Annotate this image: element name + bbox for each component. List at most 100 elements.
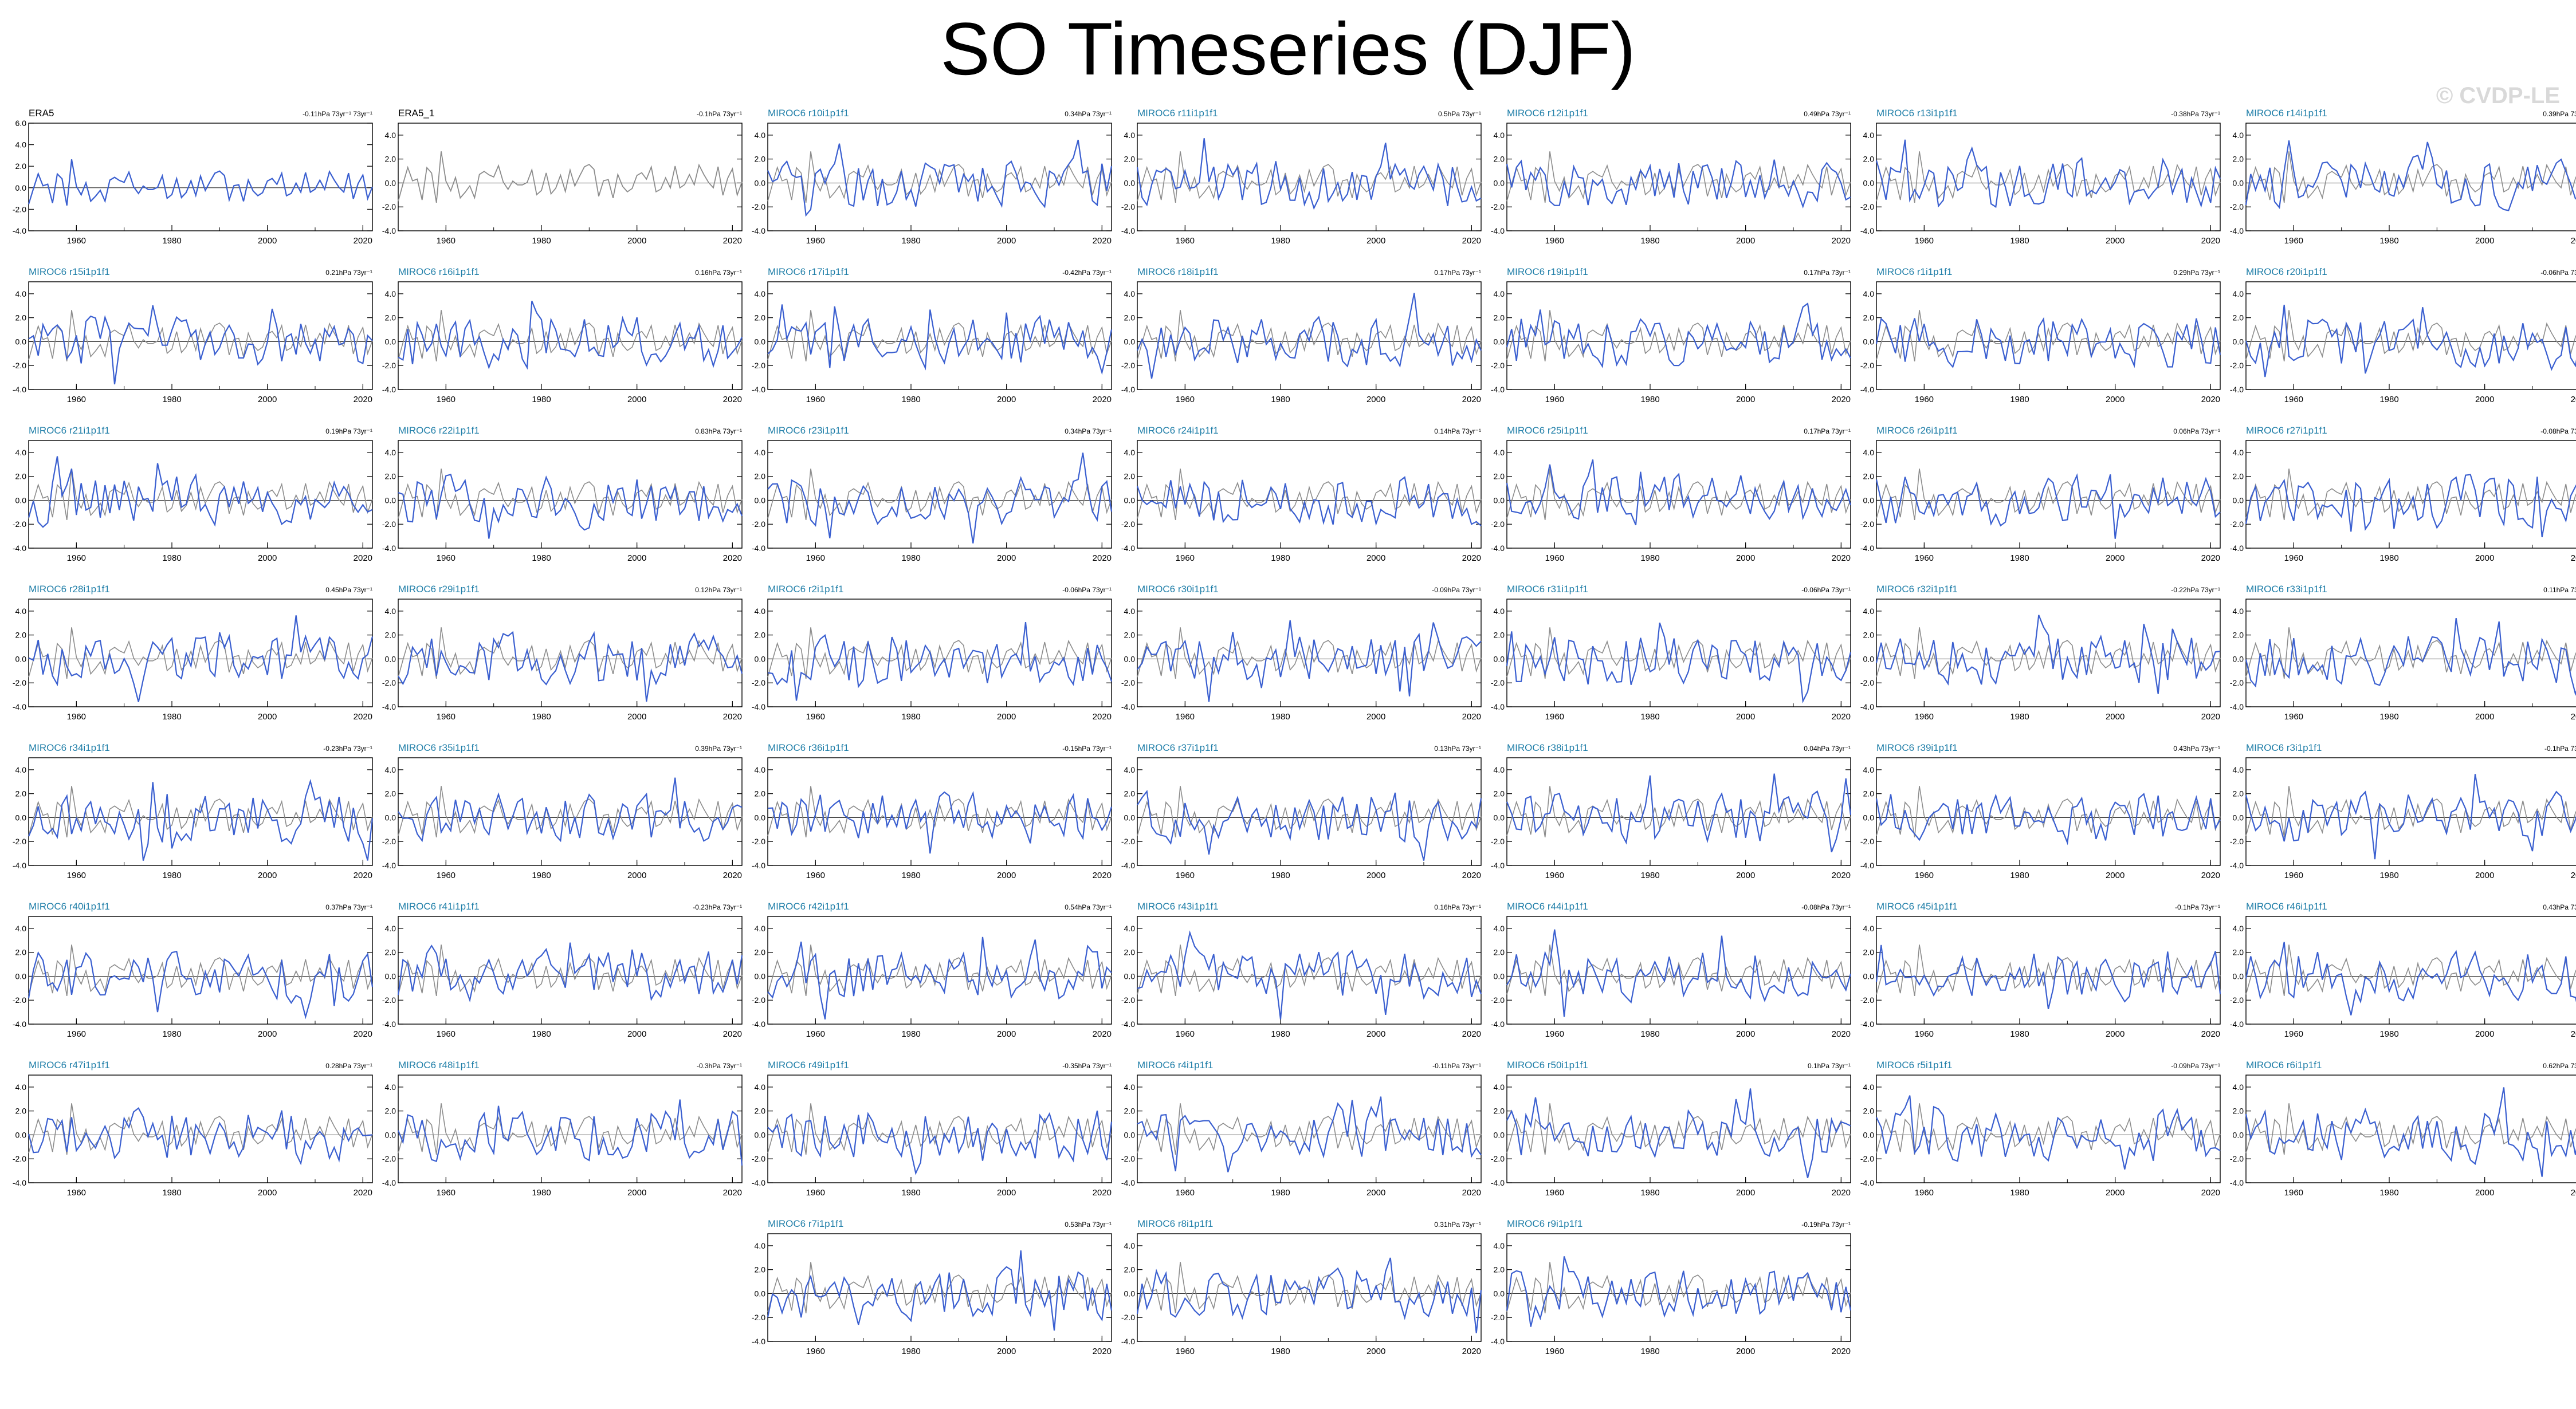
y-tick-label: -2.0 [1121, 837, 1135, 846]
x-tick-label: 2020 [2201, 871, 2220, 880]
y-tick-label: 4.0 [385, 448, 396, 457]
y-tick-label: 2.0 [1863, 472, 1875, 481]
y-tick-label: 0.0 [2233, 337, 2244, 346]
x-tick-label: 1980 [2010, 236, 2029, 246]
x-tick-label: 2020 [1093, 871, 1112, 880]
obs-reference-line [767, 786, 1112, 838]
x-tick-label: 1960 [67, 236, 86, 246]
obs-reference-line [767, 469, 1112, 521]
x-tick-label: 2000 [2106, 236, 2125, 246]
panel-title: MIROC6 r26i1p1f1 [1876, 425, 1958, 436]
y-tick-label: -4.0 [2230, 385, 2244, 394]
y-tick-label: 2.0 [1124, 789, 1136, 798]
watermark: © CVDP-LE [2436, 83, 2560, 108]
obs-reference-line [398, 469, 743, 521]
obs-reference-line [767, 1103, 1112, 1155]
y-tick-label: 2.0 [1124, 1265, 1136, 1274]
y-tick-label: 0.0 [385, 337, 396, 346]
member-series-line [1506, 929, 1852, 1017]
y-tick-label: 2.0 [755, 789, 766, 798]
x-tick-label: 1980 [1640, 236, 1659, 246]
panel-trend: 0.29hPa 73yr⁻¹ [2173, 269, 2220, 277]
panel-frame [28, 1075, 373, 1183]
x-tick-label: 2000 [1366, 1347, 1385, 1356]
x-tick-label: 1960 [2284, 1188, 2303, 1198]
x-tick-label: 2000 [2475, 871, 2494, 880]
y-tick-label: 4.0 [15, 607, 27, 616]
panel-frame [398, 123, 743, 231]
y-tick-label: 0.0 [15, 183, 27, 192]
y-tick-label: 0.0 [2233, 1130, 2244, 1139]
y-tick-label: 0.0 [1863, 178, 1875, 187]
obs-reference-line [1876, 469, 2221, 521]
x-tick-label: 1960 [1915, 553, 1934, 563]
x-tick-label: 2020 [2201, 395, 2220, 404]
member-series-line [1875, 317, 2221, 368]
y-tick-label: 4.0 [755, 448, 766, 457]
panel-title: MIROC6 r47i1p1f1 [29, 1060, 110, 1070]
panel-trend: 0.62hPa 73yr⁻¹ [2543, 1062, 2576, 1070]
x-tick-label: 1980 [1271, 1188, 1290, 1198]
y-tick-label: -4.0 [13, 385, 26, 394]
member-series-line [767, 304, 1113, 375]
x-tick-label: 1980 [2379, 553, 2398, 563]
y-tick-label: 0.0 [2233, 971, 2244, 981]
panel-trend: 0.04hPa 73yr⁻¹ [1804, 745, 1851, 753]
panel-trend: 0.54hPa 73yr⁻¹ [1065, 903, 1112, 911]
panel-title: MIROC6 r30i1p1f1 [1137, 584, 1219, 595]
y-tick-label: -2.0 [1860, 678, 1874, 687]
x-tick-label: 2000 [258, 236, 277, 246]
panel-frame [1506, 916, 1851, 1025]
obs-reference-line [1137, 1262, 1482, 1314]
panel-trend: -0.38hPa 73yr⁻¹ [2171, 110, 2220, 118]
y-tick-label: 2.0 [1863, 948, 1875, 957]
obs-reference-line [1876, 944, 2221, 997]
y-tick-label: 4.0 [15, 924, 27, 933]
obs-reference-line [1876, 310, 2221, 362]
panel-frame [767, 1233, 1112, 1342]
y-tick-label: 4.0 [1863, 448, 1875, 457]
y-tick-label: 0.0 [1863, 337, 1875, 346]
y-tick-label: 0.0 [15, 337, 27, 346]
y-tick-label: -4.0 [1491, 861, 1505, 870]
panel-trend: 0.34hPa 73yr⁻¹ [1065, 427, 1112, 435]
x-tick-label: 1980 [2010, 395, 2029, 404]
y-tick-label: -4.0 [1860, 226, 1874, 235]
member-series-line [767, 621, 1113, 701]
x-tick-label: 2000 [997, 871, 1016, 880]
y-tick-label: -2.0 [1491, 202, 1505, 211]
panel-trend: 0.28hPa 73yr⁻¹ [325, 1062, 372, 1070]
y-tick-label: -2.0 [1491, 519, 1505, 529]
panel-frame [2245, 916, 2576, 1025]
y-tick-label: -4.0 [2230, 544, 2244, 553]
x-tick-label: 2000 [2475, 553, 2494, 563]
y-tick-label: 2.0 [15, 948, 27, 957]
y-tick-label: -4.0 [1860, 1020, 1874, 1029]
x-tick-label: 1980 [532, 395, 551, 404]
member-series-line [28, 950, 374, 1020]
x-tick-label: 2000 [1736, 236, 1755, 246]
x-tick-label: 1980 [2379, 871, 2398, 880]
x-tick-label: 1980 [532, 236, 551, 246]
panel-frame [2245, 757, 2576, 866]
y-tick-label: 2.0 [755, 1265, 766, 1274]
x-tick-label: 1960 [1545, 1347, 1564, 1356]
y-tick-label: 0.0 [385, 178, 396, 187]
member-series-line [1506, 1256, 1852, 1327]
x-tick-label: 2020 [1093, 712, 1112, 722]
x-tick-label: 2000 [627, 871, 646, 880]
y-tick-label: -2.0 [13, 678, 26, 687]
y-tick-label: 4.0 [1863, 924, 1875, 933]
panel-frame [28, 281, 373, 390]
y-tick-label: 0.0 [1863, 971, 1875, 981]
x-tick-label: 1960 [67, 1029, 86, 1039]
y-tick-label: 2.0 [1124, 472, 1136, 481]
obs-reference-line [767, 627, 1112, 679]
x-tick-label: 2000 [1736, 712, 1755, 722]
y-tick-label: 4.0 [1124, 289, 1136, 298]
y-tick-label: 2.0 [15, 472, 27, 481]
panel-trend: -0.09hPa 73yr⁻¹ [2171, 1062, 2220, 1070]
member-series-line [767, 1250, 1113, 1331]
x-tick-label: 2000 [997, 395, 1016, 404]
y-tick-label: -4.0 [1860, 544, 1874, 553]
